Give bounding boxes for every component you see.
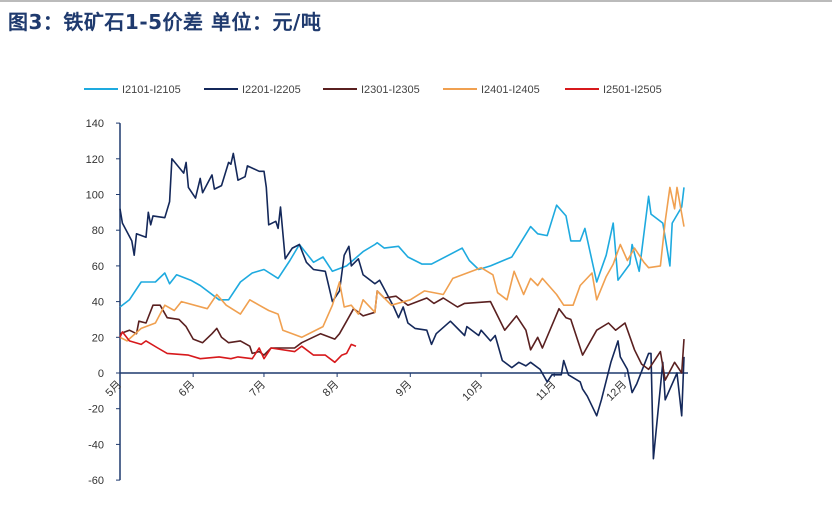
x-tick-label: 12月 xyxy=(604,379,629,404)
y-tick-label: 40 xyxy=(92,297,104,309)
series-line-i2501-i2505 xyxy=(119,331,357,364)
legend-label: I2201-I2205 xyxy=(242,84,301,96)
y-tick-label: 0 xyxy=(98,368,104,380)
y-tick-label: 140 xyxy=(86,118,104,130)
y-axis: 140 120 100 80 60 40 20 0 -20 -40 -60 xyxy=(86,118,121,487)
y-tick-label: 100 xyxy=(86,190,104,202)
legend-label: I2301-I2305 xyxy=(361,84,420,96)
top-border xyxy=(0,0,832,2)
legend-item: I2401-I2405 xyxy=(443,84,540,96)
y-tick-label: 60 xyxy=(92,261,104,273)
legend: I2101-I2105 I2201-I2205 I2301-I2305 I2401-I… xyxy=(84,84,662,96)
series-line-i2401-i2405 xyxy=(119,186,685,342)
series-line-i2201-i2205 xyxy=(119,152,685,460)
legend-item: I2501-I2505 xyxy=(565,84,662,96)
legend-item: I2101-I2105 xyxy=(84,84,181,96)
x-axis: 5月 6月 7月 8月 9月 10月 11月 12月 xyxy=(104,372,688,404)
x-tick-label: 6月 xyxy=(177,379,198,400)
y-tick-label: 20 xyxy=(92,332,104,344)
legend-item: I2201-I2205 xyxy=(204,84,301,96)
y-tick-label: 80 xyxy=(92,225,104,237)
series-line-i2301-i2305 xyxy=(119,290,685,381)
x-tick-label: 10月 xyxy=(460,379,485,404)
legend-label: I2401-I2405 xyxy=(481,84,540,96)
series-lines xyxy=(119,152,685,460)
chart-title: 图3：铁矿石1-5价差 单位：元/吨 xyxy=(8,10,322,34)
x-tick-label: 9月 xyxy=(394,379,415,400)
series-line-i2101-i2105 xyxy=(119,187,685,308)
y-tick-label: -40 xyxy=(88,439,104,451)
y-tick-label: 120 xyxy=(86,154,104,166)
x-tick-label: 8月 xyxy=(321,379,342,400)
x-tick-label: 5月 xyxy=(104,379,125,400)
legend-label: I2101-I2105 xyxy=(122,84,181,96)
legend-item: I2301-I2305 xyxy=(323,84,420,96)
y-tick-label: -20 xyxy=(88,404,104,416)
y-tick-label: -60 xyxy=(88,475,104,487)
x-tick-label: 11月 xyxy=(534,379,558,403)
legend-label: I2501-I2505 xyxy=(603,84,662,96)
x-tick-label: 7月 xyxy=(247,379,268,400)
